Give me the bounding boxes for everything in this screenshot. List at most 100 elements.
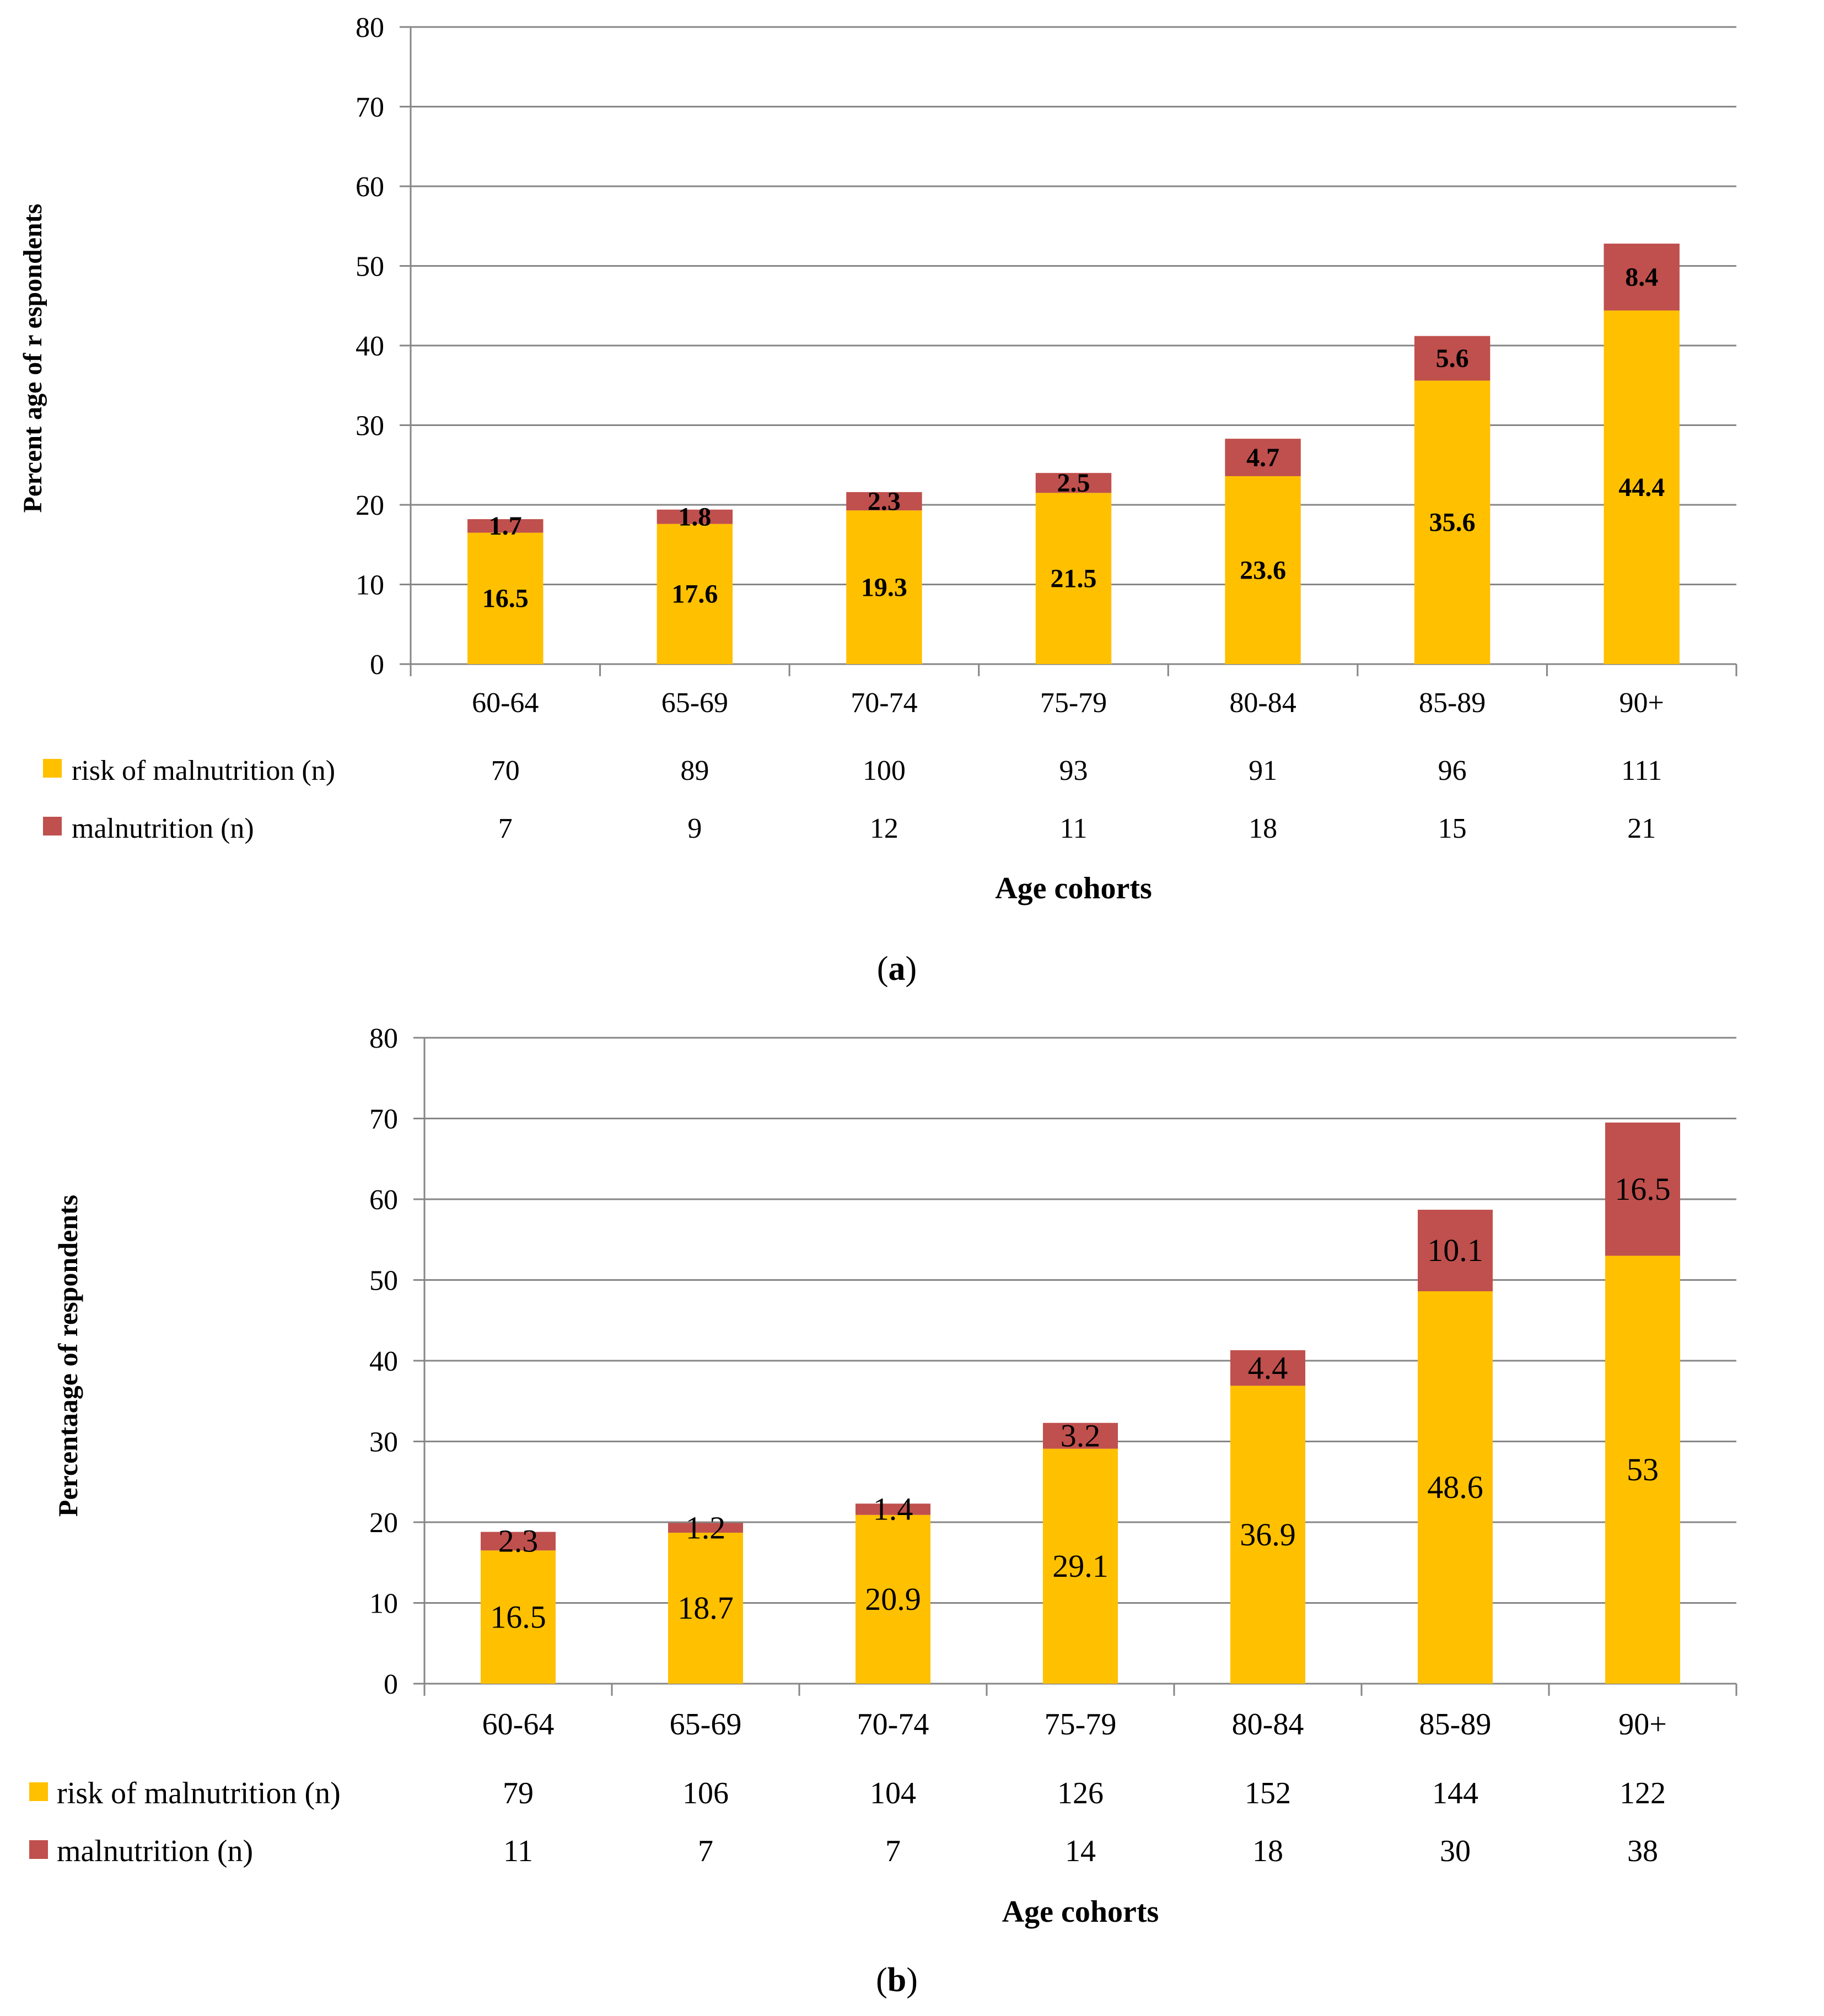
table-count: 144 bbox=[1432, 1776, 1478, 1810]
y-tick-label: 20 bbox=[369, 1507, 398, 1539]
table-count: 100 bbox=[863, 755, 906, 786]
x-tick-label: 80-84 bbox=[1232, 1707, 1304, 1742]
table-count: 15 bbox=[1438, 813, 1467, 844]
bar-risk bbox=[1418, 1291, 1493, 1684]
table-count: 18 bbox=[1252, 1834, 1283, 1868]
data-label: 16.5 bbox=[1615, 1171, 1671, 1207]
y-tick-label: 0 bbox=[384, 1669, 398, 1700]
data-label: 48.6 bbox=[1427, 1469, 1483, 1505]
table-count: 126 bbox=[1057, 1776, 1104, 1810]
data-label: 21.5 bbox=[1051, 564, 1097, 594]
bar-risk bbox=[467, 532, 544, 664]
y-tick-label: 0 bbox=[370, 649, 384, 681]
bar-risk bbox=[1043, 1448, 1118, 1684]
legend-swatch-malnutrition bbox=[43, 817, 62, 835]
bar-risk bbox=[1604, 310, 1680, 664]
bar-malnutrition bbox=[1605, 1122, 1680, 1256]
x-tick-label: 70-74 bbox=[851, 687, 917, 719]
legend-label: malnutrition (n) bbox=[57, 1834, 253, 1868]
table-count: 89 bbox=[680, 755, 709, 786]
data-label: 18.7 bbox=[677, 1590, 734, 1626]
table-count: 122 bbox=[1619, 1776, 1666, 1810]
x-axis-title: Age cohorts bbox=[1002, 1895, 1159, 1929]
data-label: 4.4 bbox=[1248, 1350, 1288, 1386]
data-label: 1.4 bbox=[873, 1491, 913, 1527]
x-tick-label: 65-69 bbox=[670, 1707, 742, 1742]
x-tick-label: 85-89 bbox=[1419, 687, 1486, 719]
legend-swatch-risk bbox=[43, 759, 62, 778]
panel-label: (b) bbox=[876, 1961, 918, 1999]
legend-label: risk of malnutrition (n) bbox=[57, 1776, 341, 1810]
data-label: 1.2 bbox=[686, 1510, 726, 1545]
x-axis-title: Age cohorts bbox=[995, 871, 1152, 905]
x-tick-label: 90+ bbox=[1618, 1707, 1667, 1742]
x-tick-label: 85-89 bbox=[1419, 1707, 1492, 1742]
chart-panel-b: 0 10 20 30 40 50 60 70 80 16.5 18.7 20.9 29.1 36.9 48.… bbox=[29, 1023, 1737, 1999]
bar-risk bbox=[657, 524, 733, 664]
table-count: 91 bbox=[1249, 755, 1277, 786]
y-tick-label: 50 bbox=[356, 251, 384, 283]
table-count: 11 bbox=[1059, 813, 1087, 844]
data-label: 19.3 bbox=[861, 573, 907, 602]
bar-malnutrition bbox=[657, 509, 733, 524]
table-count: 18 bbox=[1249, 813, 1277, 844]
data-label: 23.6 bbox=[1240, 556, 1286, 585]
bar-malnutrition bbox=[846, 492, 922, 511]
table-count: 7 bbox=[885, 1834, 901, 1868]
legend-swatch-risk bbox=[29, 1782, 48, 1801]
bar-risk bbox=[1605, 1255, 1680, 1684]
x-tick-label: 90+ bbox=[1619, 687, 1664, 719]
data-label: 2.5 bbox=[1057, 468, 1090, 498]
legend-label: risk of malnutrition (n) bbox=[72, 755, 335, 786]
table-count: 30 bbox=[1440, 1834, 1471, 1868]
data-label: 53 bbox=[1627, 1452, 1659, 1487]
y-tick-label: 30 bbox=[356, 411, 384, 442]
data-label: 2.3 bbox=[498, 1523, 539, 1559]
bar-malnutrition bbox=[1043, 1422, 1118, 1449]
data-label: 36.9 bbox=[1240, 1517, 1296, 1553]
data-label: 44.4 bbox=[1618, 473, 1665, 502]
table-count: 7 bbox=[498, 813, 513, 844]
y-tick-label: 60 bbox=[369, 1184, 398, 1216]
table-count: 104 bbox=[870, 1776, 916, 1810]
table-count: 79 bbox=[503, 1776, 534, 1810]
y-tick-label: 40 bbox=[369, 1346, 398, 1377]
table-count: 70 bbox=[491, 755, 520, 786]
bar-risk bbox=[481, 1550, 556, 1684]
data-label: 16.5 bbox=[490, 1599, 546, 1635]
bar-risk bbox=[855, 1514, 930, 1684]
legend-swatch-malnutrition bbox=[29, 1840, 48, 1859]
table-count: 93 bbox=[1059, 755, 1088, 786]
data-label: 35.6 bbox=[1429, 508, 1476, 537]
chart-panel-a: 0 10 20 30 40 50 60 70 80 16.5 17.6 19.3 21.5 23.6 35.… bbox=[18, 12, 1737, 988]
table-count: 38 bbox=[1627, 1834, 1658, 1868]
y-axis-title: Percent age of r espondents bbox=[18, 204, 47, 513]
y-tick-label: 10 bbox=[356, 570, 384, 601]
y-tick-label: 40 bbox=[356, 331, 384, 362]
x-tick-label: 65-69 bbox=[661, 687, 728, 719]
bar-risk bbox=[668, 1533, 743, 1684]
x-tick-label: 60-64 bbox=[472, 687, 539, 719]
table-count: 111 bbox=[1621, 755, 1662, 786]
data-label: 3.2 bbox=[1061, 1417, 1101, 1453]
y-tick-label: 80 bbox=[369, 1023, 398, 1054]
data-label: 17.6 bbox=[671, 580, 718, 609]
bar-malnutrition bbox=[1230, 1350, 1305, 1386]
data-label: 8.4 bbox=[1625, 263, 1658, 292]
data-label: 1.8 bbox=[678, 503, 711, 532]
table-count: 152 bbox=[1245, 1776, 1291, 1810]
bar-risk bbox=[1230, 1386, 1305, 1684]
table-count: 12 bbox=[870, 813, 898, 844]
bar-malnutrition bbox=[668, 1523, 743, 1533]
bar-malnutrition bbox=[1035, 473, 1112, 493]
y-tick-label: 10 bbox=[369, 1588, 398, 1620]
data-label: 1.7 bbox=[489, 511, 522, 541]
bar-risk bbox=[1414, 380, 1491, 664]
y-tick-label: 60 bbox=[356, 171, 384, 203]
data-label: 29.1 bbox=[1052, 1548, 1109, 1584]
bar-risk bbox=[1035, 493, 1112, 664]
bar-malnutrition bbox=[467, 519, 544, 533]
bar-malnutrition bbox=[481, 1532, 556, 1551]
table-count: 9 bbox=[687, 813, 702, 844]
